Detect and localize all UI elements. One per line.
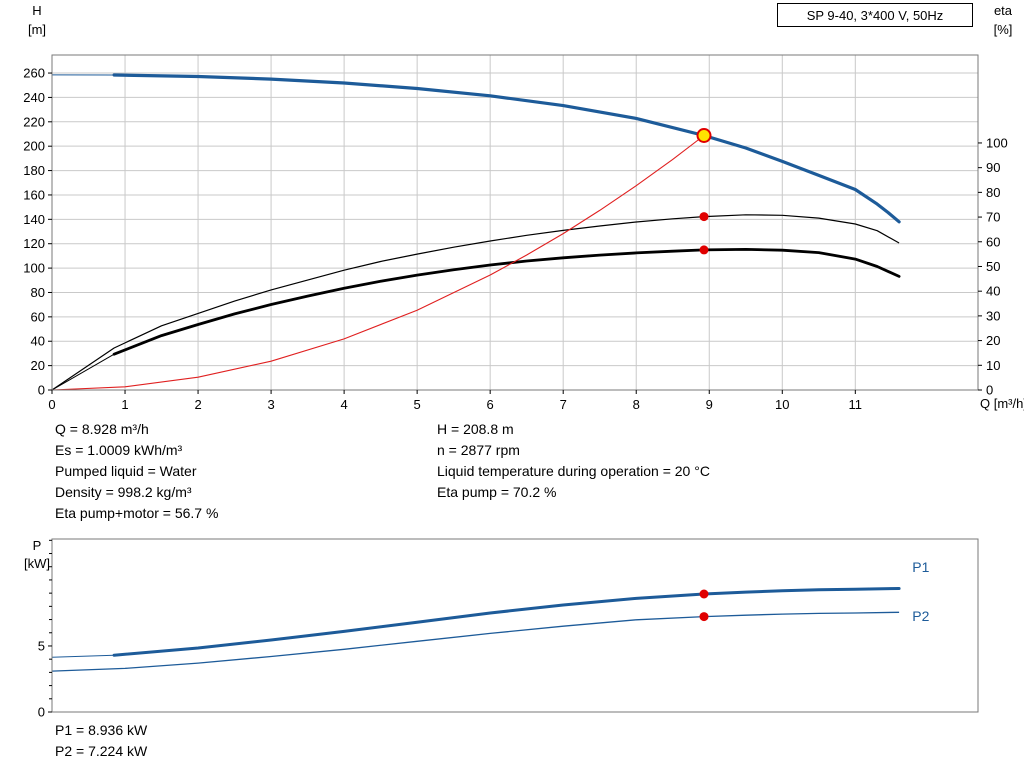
svg-text:2: 2 (194, 397, 201, 412)
svg-text:70: 70 (986, 210, 1000, 225)
svg-text:50: 50 (986, 259, 1000, 274)
info-p1: P1 = 8.936 kW (55, 722, 148, 738)
h-axis-unit: [m] (27, 22, 47, 37)
svg-text:7: 7 (560, 397, 567, 412)
svg-text:80: 80 (31, 285, 45, 300)
svg-text:240: 240 (23, 90, 45, 105)
axis-tick-labels: 05 (38, 638, 45, 719)
p2-curve-label: P2 (912, 608, 929, 624)
svg-text:220: 220 (23, 114, 45, 129)
svg-text:5: 5 (414, 397, 421, 412)
eta-pump-motor-curve (112, 247, 901, 356)
eta-axis-unit: [%] (993, 22, 1013, 37)
p1-curve-lead (51, 654, 115, 658)
p2-duty-dot (699, 612, 709, 622)
svg-text:60: 60 (986, 234, 1000, 249)
svg-text:6: 6 (487, 397, 494, 412)
info-q: Q = 8.928 m³/h (55, 421, 149, 437)
svg-text:260: 260 (23, 66, 45, 81)
info-eta-pump: Eta pump = 70.2 % (437, 484, 557, 500)
svg-text:20: 20 (31, 358, 45, 373)
info-n: n = 2877 rpm (437, 442, 520, 458)
info-density: Density = 998.2 kg/m³ (55, 484, 192, 500)
duty-info-right: H = 208.8 m n = 2877 rpm Liquid temperat… (437, 419, 710, 503)
svg-text:60: 60 (31, 309, 45, 324)
h-axis-label: H (32, 3, 42, 18)
duty-trajectory-curve (51, 135, 705, 391)
eta-axis-label: eta (993, 3, 1013, 18)
svg-text:80: 80 (986, 185, 1000, 200)
svg-text:200: 200 (23, 139, 45, 154)
axis-ticks (48, 72, 982, 394)
svg-text:1: 1 (121, 397, 128, 412)
info-es: Es = 1.0009 kWh/m³ (55, 442, 183, 458)
p-axis-unit: [kW] (24, 556, 50, 571)
svg-text:30: 30 (986, 308, 1000, 323)
axis-tick-labels: 0204060801001201401601802002202402600102… (23, 66, 1007, 412)
h-q-curve (112, 73, 901, 224)
svg-text:11: 11 (849, 397, 863, 412)
eta-pump-duty-dot (699, 212, 709, 222)
eta-pump-motor-curve-lead (51, 353, 115, 391)
svg-text:3: 3 (267, 397, 274, 412)
svg-text:140: 140 (23, 212, 45, 227)
svg-text:0: 0 (48, 397, 55, 412)
svg-text:160: 160 (23, 187, 45, 202)
svg-text:20: 20 (986, 333, 1000, 348)
power-info: P1 = 8.936 kW P2 = 7.224 kW (55, 720, 147, 762)
axis-ticks (48, 539, 52, 713)
svg-text:100: 100 (986, 135, 1008, 150)
svg-text:8: 8 (633, 397, 640, 412)
p1-duty-dot (699, 589, 709, 599)
grid (52, 55, 978, 390)
info-pumped-liquid: Pumped liquid = Water (55, 463, 197, 479)
svg-text:40: 40 (31, 334, 45, 349)
eta-pump-motor-duty-dot (699, 245, 709, 255)
qh-eta-chart[interactable]: 0204060801001201401601802002202402600102… (0, 0, 1024, 418)
pump-title: SP 9-40, 3*400 V, 50Hz (806, 7, 944, 23)
p2-curve (51, 611, 900, 672)
duty-info-left: Q = 8.928 m³/h Es = 1.0009 kWh/m³ Pumped… (55, 419, 218, 524)
info-eta-pump-motor: Eta pump+motor = 56.7 % (55, 505, 219, 521)
svg-text:90: 90 (986, 160, 1000, 175)
svg-text:0: 0 (38, 705, 45, 720)
svg-text:9: 9 (706, 397, 713, 412)
eta-pump-curve (51, 214, 900, 391)
info-p2: P2 = 7.224 kW (55, 743, 148, 759)
svg-text:4: 4 (340, 397, 347, 412)
pump-title-box: SP 9-40, 3*400 V, 50Hz (777, 3, 973, 27)
p-axis-label: P (32, 538, 42, 553)
q-axis-label: Q [m³/h] (980, 396, 1024, 411)
plot-frame (51, 538, 979, 713)
svg-text:10: 10 (986, 358, 1000, 373)
info-h: H = 208.8 m (437, 421, 514, 437)
info-liquid-temp: Liquid temperature during operation = 20… (437, 463, 710, 479)
svg-text:0: 0 (986, 383, 993, 398)
svg-text:0: 0 (38, 383, 45, 398)
svg-text:40: 40 (986, 284, 1000, 299)
svg-text:180: 180 (23, 163, 45, 178)
svg-text:100: 100 (23, 261, 45, 276)
plot-frame (51, 54, 979, 391)
svg-text:5: 5 (38, 638, 45, 653)
svg-text:120: 120 (23, 236, 45, 251)
svg-text:10: 10 (775, 397, 789, 412)
p1-curve-label: P1 (912, 559, 929, 575)
p1-curve (112, 587, 901, 657)
duty-point[interactable] (696, 128, 712, 143)
